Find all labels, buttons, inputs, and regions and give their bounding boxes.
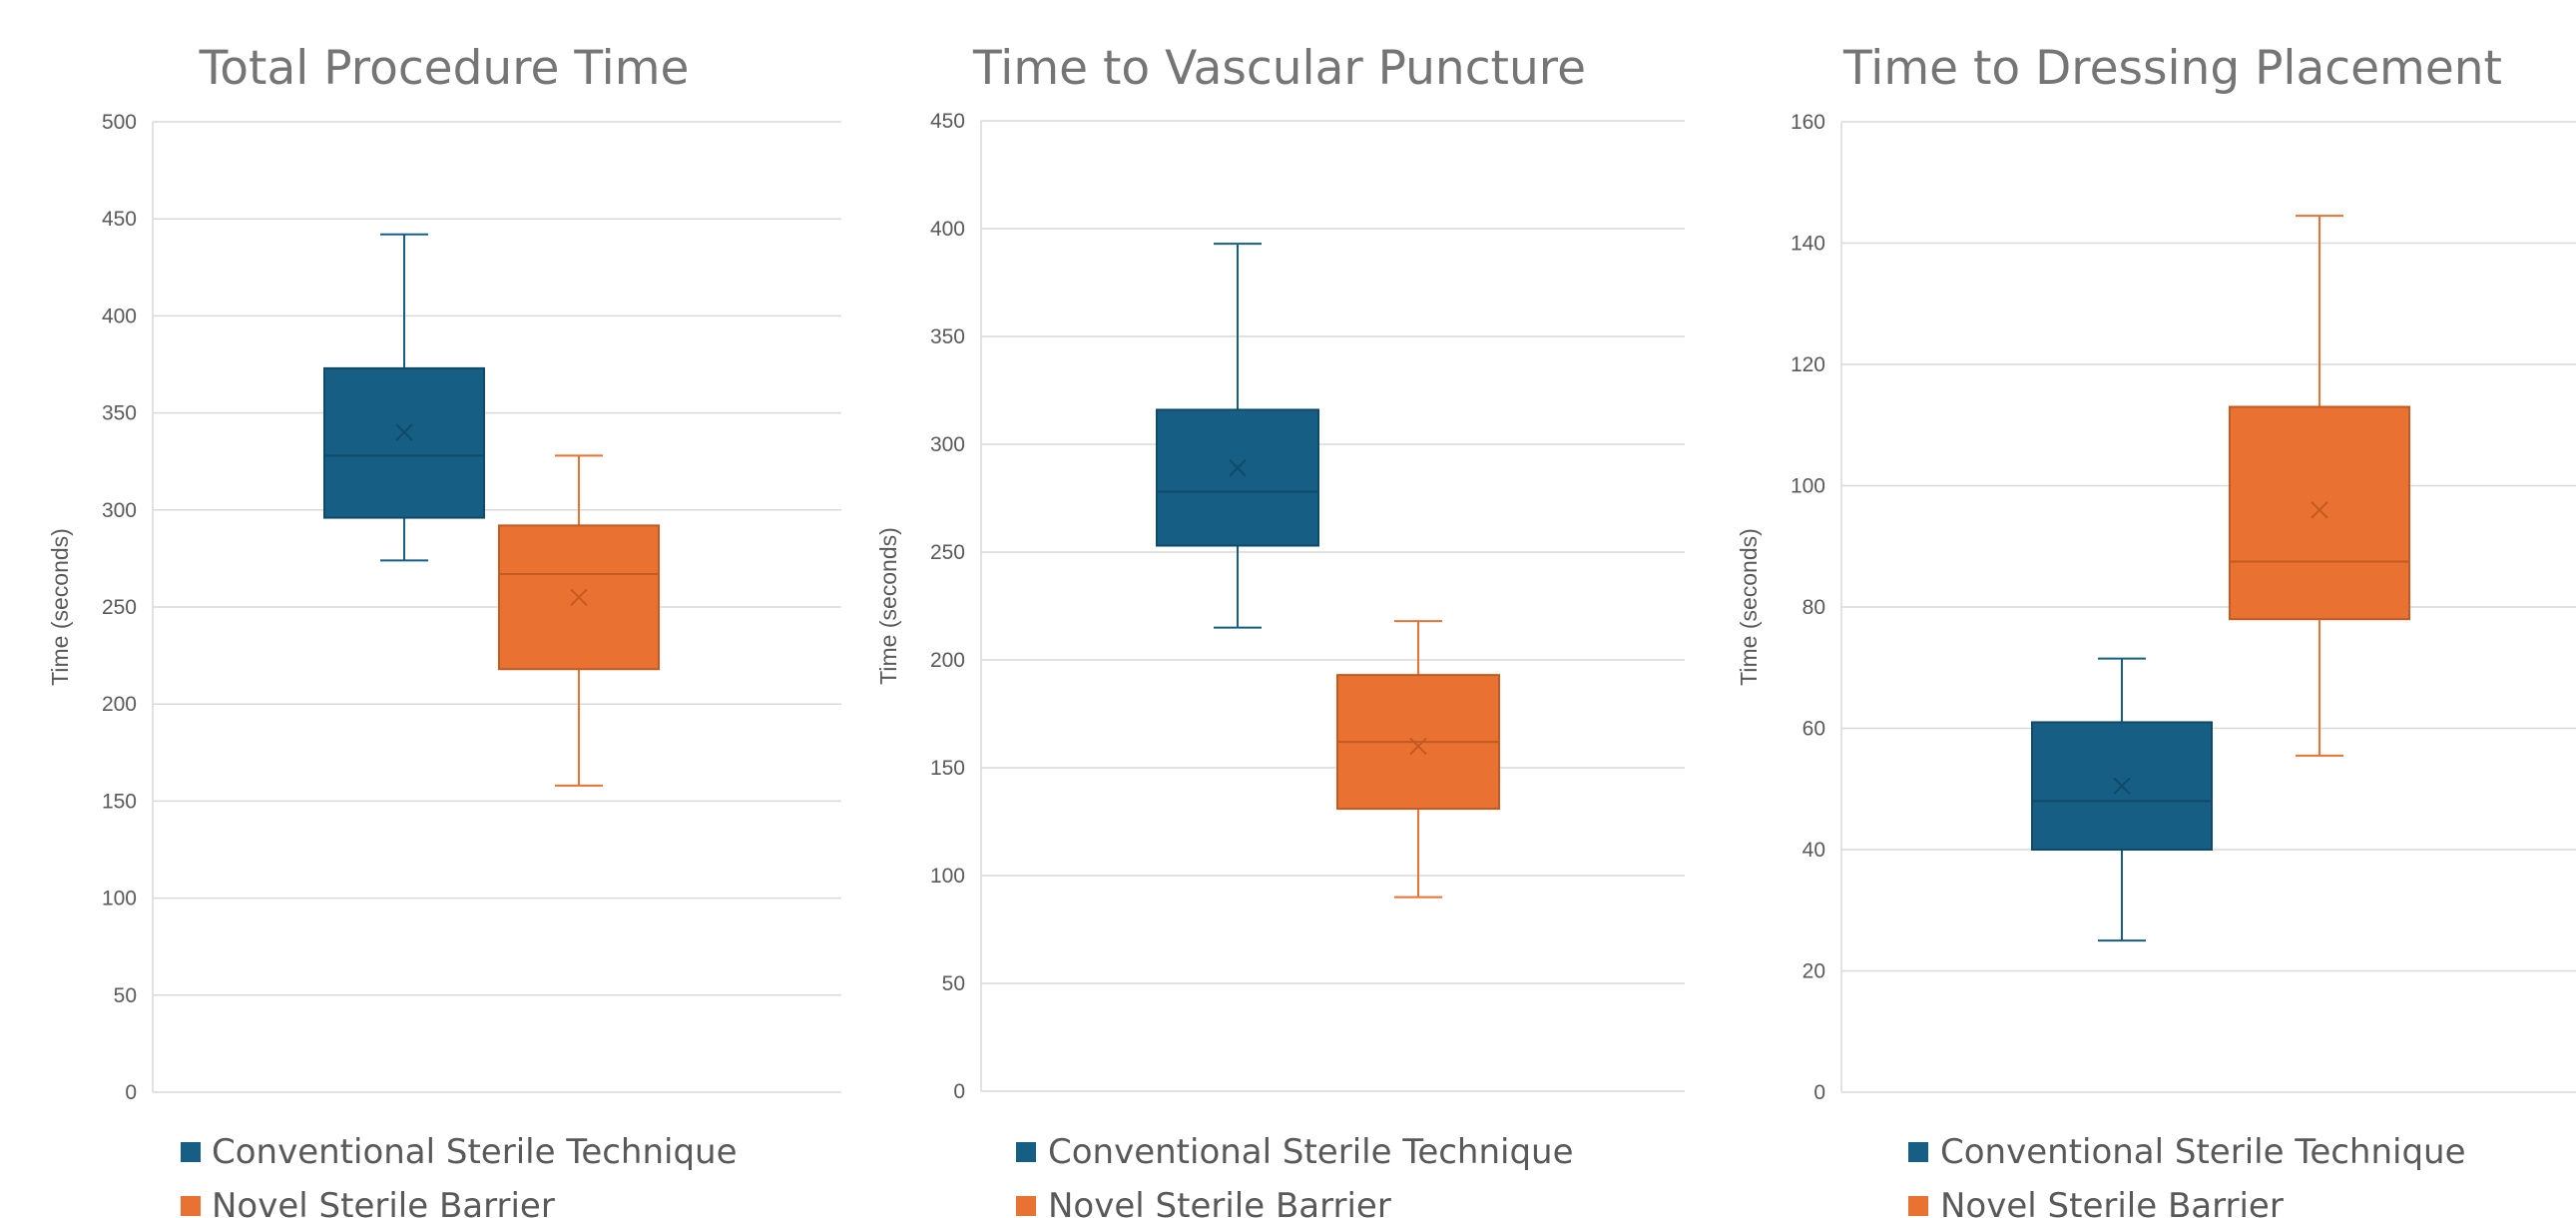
y-tick-label: 0 [953, 1080, 965, 1103]
mean-marker [2113, 777, 2131, 795]
y-tick-label: 50 [942, 972, 965, 995]
y-tick-label: 450 [930, 110, 965, 133]
legend-label-novel: Novel Sterile Barrier [1048, 1186, 1391, 1218]
chart-title: Time to Dressing Placement [1842, 41, 2502, 96]
box-novel [1336, 620, 1500, 899]
box-iqr [2229, 405, 2410, 621]
y-tick-label: 300 [930, 433, 965, 456]
legend-swatch-novel [181, 1196, 201, 1216]
legend-label-conventional: Conventional Sterile Technique [1940, 1132, 2466, 1172]
legend-label-novel: Novel Sterile Barrier [1940, 1186, 2284, 1218]
y-tick-label: 100 [930, 865, 965, 888]
y-tick-label: 160 [1791, 111, 1825, 134]
legend-swatch-conventional [1016, 1142, 1036, 1162]
y-tick-label: 0 [1813, 1081, 1825, 1104]
y-tick-label: 300 [102, 499, 137, 522]
legend-swatch-novel [1016, 1196, 1036, 1216]
chart-panel-3: Time to Dressing Placement 0 20 40 60 80 100 12… [1736, 41, 2576, 1218]
box-novel [498, 454, 660, 787]
y-tick-label: 60 [1803, 718, 1825, 741]
box-iqr [323, 366, 485, 519]
y-tick-label: 0 [125, 1081, 137, 1104]
legend-swatch-novel [1908, 1196, 1928, 1216]
y-tick-label: 140 [1791, 233, 1825, 256]
box-iqr [1156, 408, 1319, 547]
y-tick-label: 450 [102, 208, 137, 231]
y-tick-label: 250 [102, 596, 137, 619]
y-tick-label: 350 [930, 325, 965, 348]
mean-marker [1409, 737, 1427, 756]
legend-swatch-conventional [181, 1142, 201, 1162]
y-tick-label: 350 [102, 402, 137, 425]
y-tick-label: 400 [930, 218, 965, 241]
y-tick-label: 50 [114, 984, 137, 1007]
box-conventional [2031, 657, 2213, 942]
y-tick-label: 120 [1791, 353, 1825, 376]
y-tick-label: 20 [1803, 960, 1825, 983]
box-novel [2229, 215, 2410, 757]
y-tick-label: 500 [102, 111, 137, 134]
y-axis-title: Time (seconds) [47, 528, 73, 686]
box-conventional [323, 233, 485, 562]
y-tick-label: 100 [1791, 475, 1825, 498]
box-conventional [1156, 243, 1319, 629]
y-tick-label: 200 [102, 693, 137, 716]
y-tick-label: 150 [930, 757, 965, 780]
legend-label-novel: Novel Sterile Barrier [212, 1186, 555, 1218]
mean-marker [395, 423, 413, 441]
y-tick-label: 100 [102, 888, 137, 911]
chart-title: Time to Vascular Puncture [972, 41, 1586, 96]
chart-panel-2: Time to Vascular Puncture 0 50 100 150 200 250… [875, 41, 1685, 1218]
y-tick-label: 40 [1803, 839, 1825, 862]
legend-label-conventional: Conventional Sterile Technique [212, 1132, 738, 1172]
chart-panel-1: Total Procedure Time 0 50 100 150 200 250 300 35… [47, 41, 841, 1218]
mean-marker [1229, 459, 1247, 477]
y-tick-label: 250 [930, 541, 965, 564]
mean-marker [2311, 501, 2328, 519]
chart-title: Total Procedure Time [199, 41, 690, 96]
y-axis-title: Time (seconds) [875, 527, 901, 685]
mean-marker [570, 588, 588, 606]
y-tick-label: 80 [1803, 596, 1825, 619]
y-axis-title: Time (seconds) [1736, 528, 1762, 686]
legend-swatch-conventional [1908, 1142, 1928, 1162]
y-tick-label: 200 [930, 649, 965, 672]
legend-label-conventional: Conventional Sterile Technique [1048, 1132, 1574, 1172]
y-tick-label: 400 [102, 304, 137, 327]
y-tick-label: 150 [102, 790, 137, 813]
